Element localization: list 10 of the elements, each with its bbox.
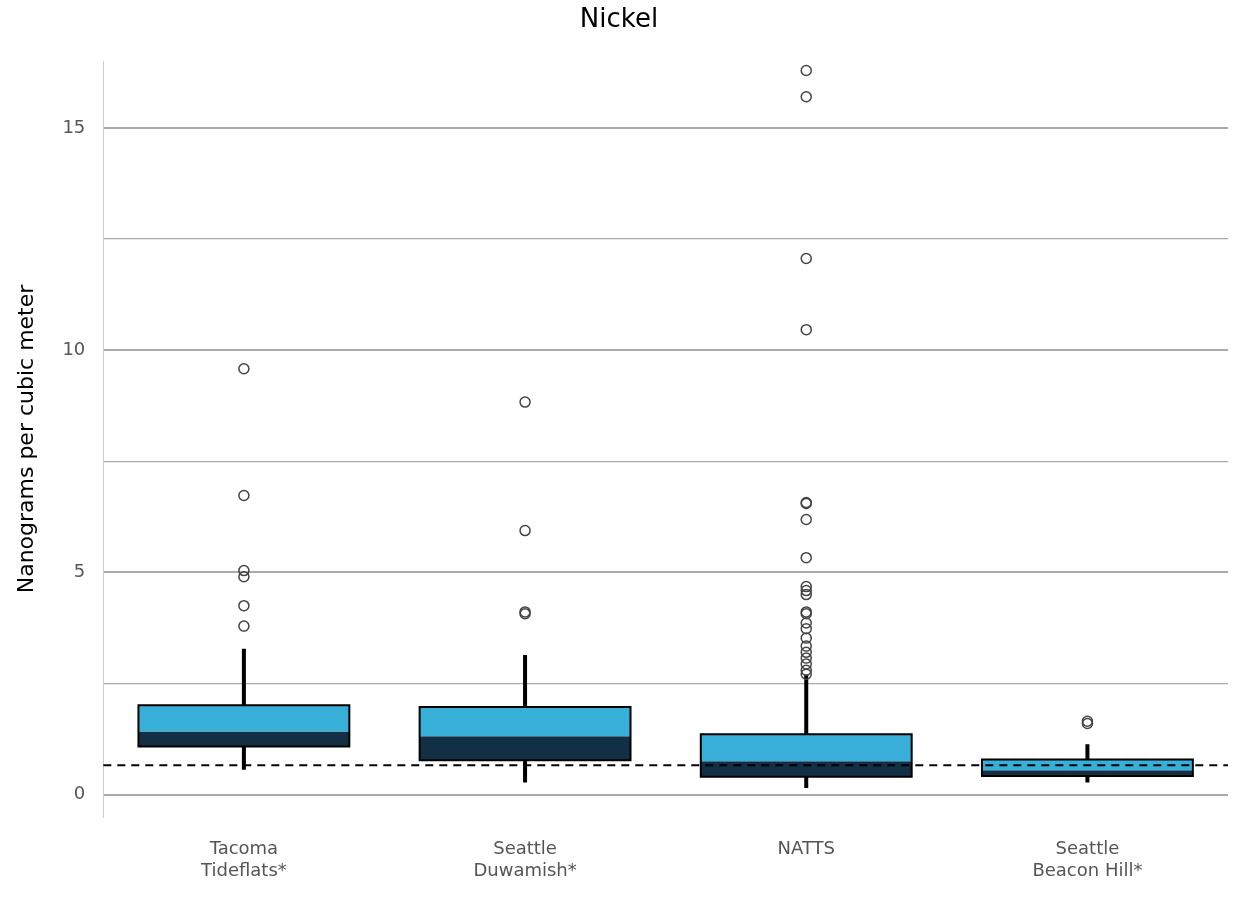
y-tick-label: 10 xyxy=(62,337,86,359)
x-tick-label: Tacoma Tideflats* xyxy=(200,837,287,880)
y-axis-title: Nanograms per cubic meter xyxy=(12,283,38,594)
y-tick-label: 15 xyxy=(62,115,86,137)
x-tick-label: Seattle Duwamish* xyxy=(473,837,577,880)
x-tick-label: NATTS xyxy=(777,837,835,859)
y-tick-label: 0 xyxy=(73,782,86,804)
chart-title: Nickel xyxy=(579,3,659,34)
x-tick-label: Seattle Beacon Hill* xyxy=(1032,837,1143,880)
y-tick-label: 5 xyxy=(73,560,86,582)
